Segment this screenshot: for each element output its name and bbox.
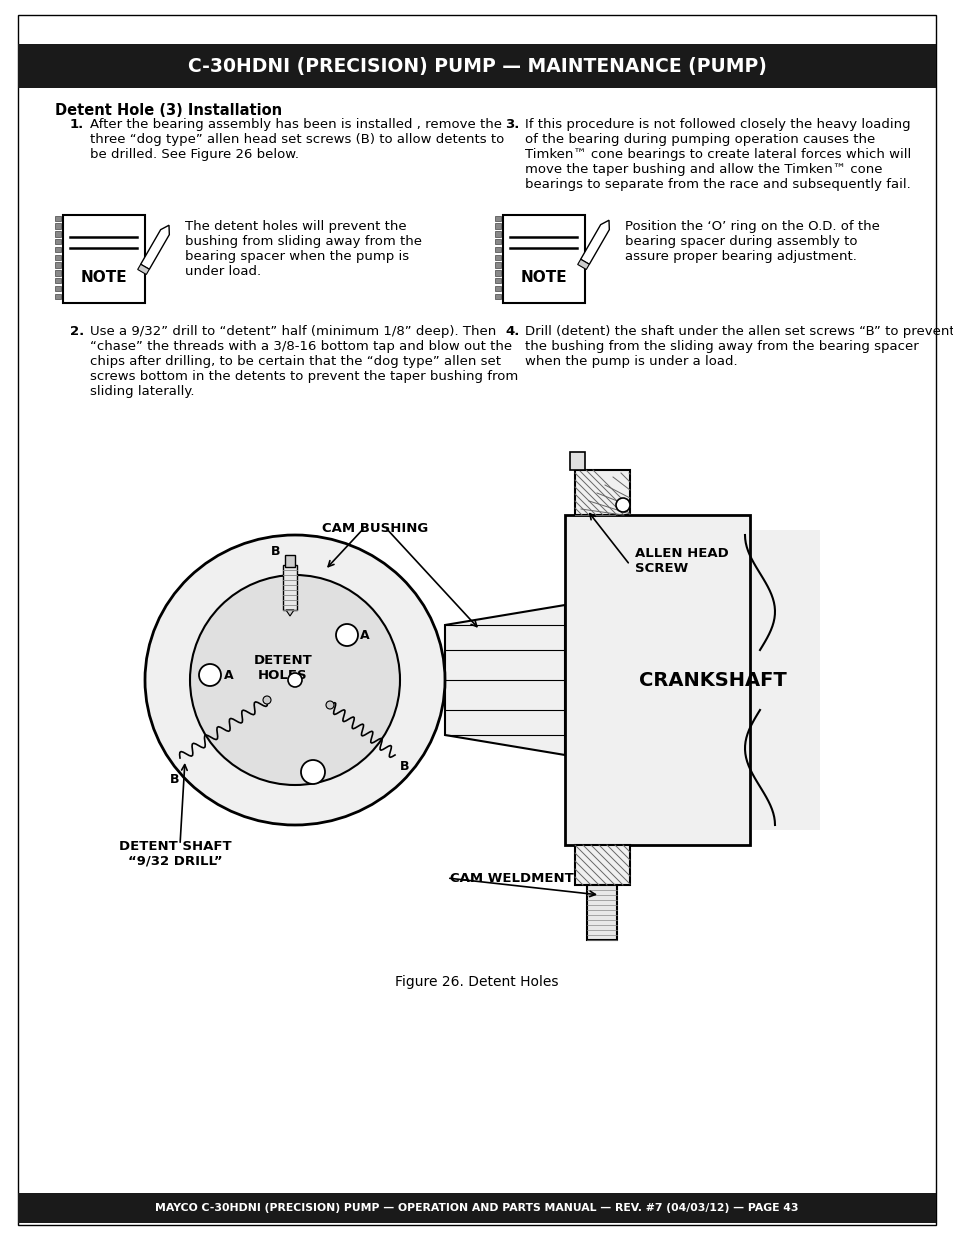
Bar bbox=[18, 44, 935, 88]
Text: Use a 9/32” drill to “detent” half (minimum 1/8” deep). Then
“chase” the threads: Use a 9/32” drill to “detent” half (mini… bbox=[90, 325, 517, 398]
Polygon shape bbox=[578, 259, 589, 269]
Circle shape bbox=[199, 664, 221, 685]
Text: 2.: 2. bbox=[70, 325, 84, 338]
Bar bbox=[569, 452, 584, 471]
Bar bbox=[749, 530, 820, 830]
Text: DETENT SHAFT
“9/32 DRILL”: DETENT SHAFT “9/32 DRILL” bbox=[118, 840, 231, 868]
Bar bbox=[55, 270, 61, 275]
Bar bbox=[495, 254, 500, 261]
Bar bbox=[502, 215, 584, 303]
Polygon shape bbox=[444, 605, 564, 755]
Text: The detent holes will prevent the
bushing from sliding away from the
bearing spa: The detent holes will prevent the bushin… bbox=[185, 220, 421, 278]
Bar bbox=[283, 564, 296, 610]
Bar bbox=[495, 215, 500, 221]
Bar bbox=[55, 278, 61, 283]
Bar bbox=[55, 254, 61, 261]
Bar bbox=[55, 247, 61, 252]
Text: A: A bbox=[224, 668, 233, 682]
Polygon shape bbox=[140, 225, 169, 269]
Bar bbox=[55, 231, 61, 237]
Bar bbox=[285, 555, 294, 567]
Bar bbox=[495, 231, 500, 237]
Bar bbox=[495, 262, 500, 268]
Bar bbox=[575, 845, 629, 885]
Circle shape bbox=[288, 673, 302, 687]
Bar bbox=[495, 285, 500, 291]
Text: 3.: 3. bbox=[504, 119, 518, 131]
Text: ALLEN HEAD
SCREW: ALLEN HEAD SCREW bbox=[635, 547, 728, 576]
Text: Position the ‘O’ ring on the O.D. of the
bearing spacer during assembly to
assur: Position the ‘O’ ring on the O.D. of the… bbox=[624, 220, 879, 263]
Text: MAYCO C-30HDNI (PRECISION) PUMP — OPERATION AND PARTS MANUAL — REV. #7 (04/03/12: MAYCO C-30HDNI (PRECISION) PUMP — OPERAT… bbox=[155, 1203, 798, 1213]
Text: CAM WELDMENT: CAM WELDMENT bbox=[450, 872, 573, 884]
Bar bbox=[495, 294, 500, 299]
Bar bbox=[55, 238, 61, 245]
Circle shape bbox=[263, 697, 271, 704]
Text: C-30HDNI (PRECISION) PUMP — MAINTENANCE (PUMP): C-30HDNI (PRECISION) PUMP — MAINTENANCE … bbox=[188, 57, 765, 75]
Text: B: B bbox=[399, 760, 409, 773]
Bar bbox=[564, 515, 749, 845]
Text: A: A bbox=[359, 629, 369, 641]
Text: Drill (detent) the shaft under the allen set screws “B” to prevent
the bushing f: Drill (detent) the shaft under the allen… bbox=[524, 325, 953, 368]
Bar bbox=[495, 224, 500, 228]
Text: CRANKSHAFT: CRANKSHAFT bbox=[638, 671, 785, 689]
Circle shape bbox=[326, 701, 334, 709]
Circle shape bbox=[190, 576, 399, 785]
Bar bbox=[495, 238, 500, 245]
Bar bbox=[586, 885, 617, 940]
Bar bbox=[55, 224, 61, 228]
Polygon shape bbox=[580, 220, 609, 264]
Bar bbox=[63, 215, 145, 303]
Bar bbox=[55, 215, 61, 221]
Text: Figure 26. Detent Holes: Figure 26. Detent Holes bbox=[395, 974, 558, 989]
Bar bbox=[55, 262, 61, 268]
Circle shape bbox=[335, 624, 357, 646]
Bar bbox=[575, 471, 629, 515]
Text: B: B bbox=[271, 545, 280, 557]
Text: 1.: 1. bbox=[70, 119, 84, 131]
Text: DETENT
HOLES: DETENT HOLES bbox=[253, 655, 312, 682]
Text: Detent Hole (3) Installation: Detent Hole (3) Installation bbox=[55, 103, 282, 119]
Text: NOTE: NOTE bbox=[520, 269, 567, 284]
Text: B: B bbox=[170, 773, 179, 785]
Text: CAM BUSHING: CAM BUSHING bbox=[321, 522, 428, 535]
Bar bbox=[18, 1193, 935, 1223]
Text: If this procedure is not followed closely the heavy loading
of the bearing durin: If this procedure is not followed closel… bbox=[524, 119, 910, 191]
Text: After the bearing assembly has been is installed , remove the
three “dog type” a: After the bearing assembly has been is i… bbox=[90, 119, 504, 161]
Circle shape bbox=[616, 498, 629, 513]
Bar bbox=[495, 270, 500, 275]
Bar bbox=[495, 278, 500, 283]
Polygon shape bbox=[137, 264, 150, 274]
Ellipse shape bbox=[145, 535, 444, 825]
Bar bbox=[55, 285, 61, 291]
Polygon shape bbox=[286, 610, 294, 616]
Circle shape bbox=[301, 760, 325, 784]
Bar bbox=[55, 294, 61, 299]
Bar bbox=[495, 247, 500, 252]
Text: NOTE: NOTE bbox=[81, 269, 127, 284]
Text: 4.: 4. bbox=[504, 325, 518, 338]
